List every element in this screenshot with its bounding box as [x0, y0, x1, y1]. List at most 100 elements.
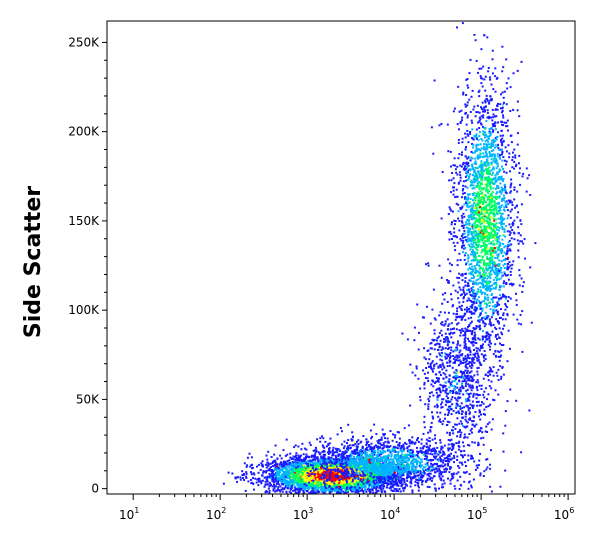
- event-point: [463, 247, 466, 250]
- event-point: [343, 482, 346, 485]
- event-point: [425, 469, 427, 472]
- event-point: [303, 457, 306, 460]
- event-point: [494, 213, 497, 216]
- event-point: [262, 471, 265, 474]
- event-point: [348, 483, 351, 486]
- event-point: [315, 465, 318, 468]
- event-point: [307, 476, 310, 479]
- event-point: [473, 300, 475, 303]
- event-point: [334, 487, 336, 490]
- event-point: [481, 77, 484, 80]
- event-point: [496, 145, 499, 148]
- event-point: [467, 349, 470, 352]
- event-point: [482, 125, 484, 128]
- event-point: [484, 183, 487, 186]
- event-point: [316, 491, 319, 494]
- event-point: [294, 465, 296, 468]
- event-point: [409, 475, 412, 478]
- event-point: [288, 490, 291, 493]
- event-point: [509, 231, 512, 234]
- event-point: [369, 481, 372, 484]
- event-point: [283, 473, 286, 476]
- event-point: [486, 156, 489, 159]
- event-point: [461, 233, 464, 236]
- event-point: [273, 460, 276, 463]
- event-point: [318, 473, 320, 476]
- event-point: [231, 472, 234, 475]
- event-point: [399, 454, 402, 457]
- event-point: [469, 197, 472, 200]
- event-point: [293, 467, 296, 470]
- event-point: [502, 264, 505, 267]
- event-point: [417, 484, 420, 487]
- event-point: [371, 489, 374, 492]
- event-point: [316, 464, 319, 467]
- event-point: [477, 381, 480, 384]
- event-point: [494, 176, 497, 179]
- event-point: [484, 151, 487, 153]
- event-point: [485, 146, 488, 149]
- event-point: [269, 474, 272, 477]
- event-point: [311, 485, 314, 488]
- event-point: [359, 476, 362, 479]
- event-point: [265, 469, 268, 472]
- event-point: [285, 465, 288, 468]
- event-point: [268, 491, 271, 494]
- event-point: [344, 479, 347, 482]
- event-point: [305, 479, 308, 481]
- event-point: [287, 459, 290, 462]
- event-point: [360, 489, 363, 492]
- event-point: [299, 481, 302, 484]
- event-point: [332, 463, 335, 466]
- event-point: [499, 342, 501, 345]
- event-point: [311, 461, 314, 464]
- event-point: [494, 159, 497, 162]
- event-point: [473, 265, 476, 268]
- event-point: [438, 468, 441, 471]
- event-point: [450, 179, 453, 182]
- event-point: [305, 448, 308, 451]
- event-point: [305, 461, 307, 463]
- event-point: [302, 478, 305, 481]
- event-point: [337, 485, 340, 488]
- event-point: [296, 461, 299, 464]
- event-point: [461, 189, 464, 192]
- event-point: [492, 88, 495, 91]
- event-point: [299, 463, 302, 466]
- event-point: [373, 453, 376, 456]
- event-point: [478, 272, 481, 275]
- event-point: [400, 483, 403, 486]
- event-point: [330, 458, 332, 461]
- event-point: [326, 485, 329, 488]
- event-point: [308, 485, 311, 488]
- event-point: [497, 229, 500, 232]
- event-point: [521, 285, 524, 288]
- event-point: [227, 471, 230, 474]
- event-point: [329, 490, 332, 493]
- event-point: [508, 239, 511, 242]
- event-point: [291, 478, 294, 481]
- event-point: [490, 146, 493, 149]
- event-point: [293, 489, 296, 492]
- event-point: [363, 475, 366, 478]
- event-point: [498, 156, 501, 159]
- event-point: [309, 480, 312, 482]
- event-point: [358, 480, 361, 483]
- event-point: [286, 487, 289, 489]
- event-point: [471, 163, 473, 166]
- event-point: [342, 470, 344, 473]
- event-point: [303, 485, 306, 488]
- event-point: [463, 308, 466, 311]
- event-point: [483, 164, 486, 167]
- event-point: [334, 479, 337, 482]
- event-point: [495, 318, 498, 321]
- event-point: [290, 468, 293, 471]
- event-point: [467, 86, 470, 89]
- event-point: [472, 292, 475, 295]
- event-point: [301, 484, 304, 486]
- event-point: [326, 470, 328, 473]
- event-point: [261, 479, 264, 482]
- event-point: [332, 486, 335, 489]
- event-point: [492, 308, 495, 311]
- event-point: [488, 267, 491, 270]
